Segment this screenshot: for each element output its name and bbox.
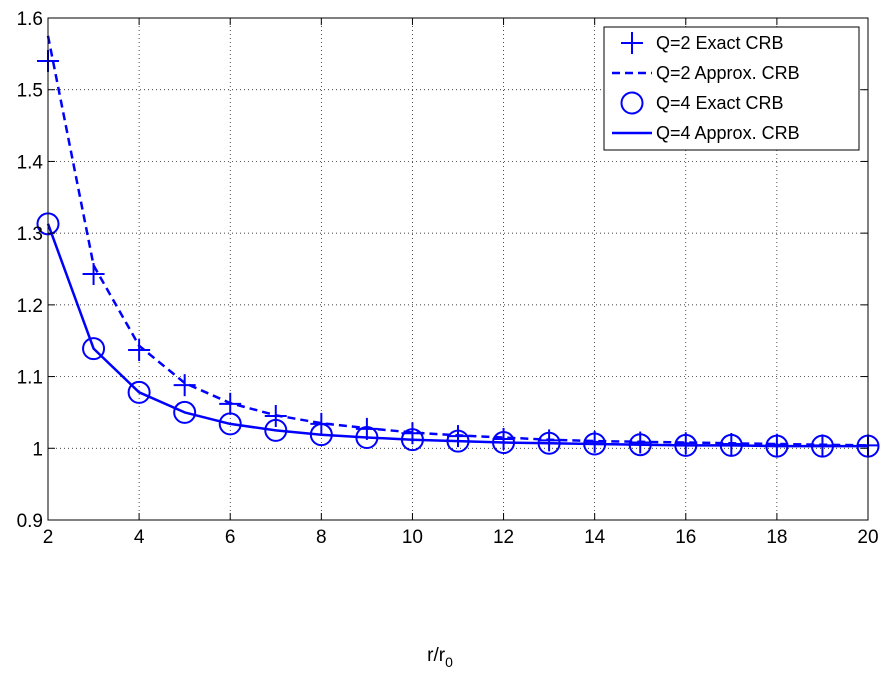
- plot-frame: [47, 17, 869, 521]
- y-tick-label: 1.1: [17, 368, 43, 389]
- x-tick-label: 14: [584, 527, 606, 548]
- y-tick-label: 0.9: [17, 511, 43, 532]
- x-axis-label-subscript: 0: [445, 654, 453, 670]
- axis-ticks: 2 4 6 8 10 12 14 16 18 20 0.9 1 1.1 1.2 1.3 1.4 1.5 1.6: [17, 9, 879, 548]
- data-point-circle: [127, 380, 151, 404]
- legend-box: [603, 26, 860, 151]
- x-tick-label: 6: [225, 527, 236, 548]
- data-point-circle: [218, 412, 242, 436]
- y-tick-label: 1.2: [17, 296, 43, 317]
- legend-entry-label: Q=4 Approx. CRB: [656, 123, 800, 143]
- y-tick-label: 1.4: [17, 152, 44, 173]
- series-line-q-4-approx-crb: [46, 223, 868, 448]
- y-tick-label: 1.5: [17, 81, 43, 102]
- legend-entry-label: Q=2 Exact CRB: [656, 33, 784, 53]
- legend-plus-marker: [621, 32, 643, 54]
- x-tick-label: 16: [675, 527, 696, 548]
- x-tick-label: 12: [493, 527, 514, 548]
- x-tick-label: 10: [402, 527, 423, 548]
- x-tick-label: 2: [43, 527, 54, 548]
- data-point-circle: [173, 400, 197, 424]
- legend: Q=2 Exact CRB Q=2 Approx. CRB Q=4 Exact CR…: [603, 26, 860, 151]
- legend-entry-label: Q=4 Exact CRB: [656, 93, 784, 113]
- data-point-circle: [82, 337, 106, 361]
- series-line-q-2-approx-crb: [46, 35, 869, 447]
- y-tick-label: 1.6: [17, 9, 43, 30]
- y-tick-label: 1: [32, 439, 43, 460]
- legend-circle-marker: [620, 91, 644, 115]
- series-layer: [36, 35, 880, 458]
- x-tick-label: 8: [316, 527, 327, 548]
- x-tick-label: 18: [766, 527, 787, 548]
- y-tick-label: 1.3: [17, 224, 43, 245]
- x-axis-label: r/r0: [427, 645, 453, 670]
- legend-entry-label: Q=2 Approx. CRB: [656, 63, 800, 83]
- x-tick-label: 20: [857, 527, 878, 548]
- x-tick-label: 4: [134, 527, 145, 548]
- data-point-plus: [128, 339, 151, 362]
